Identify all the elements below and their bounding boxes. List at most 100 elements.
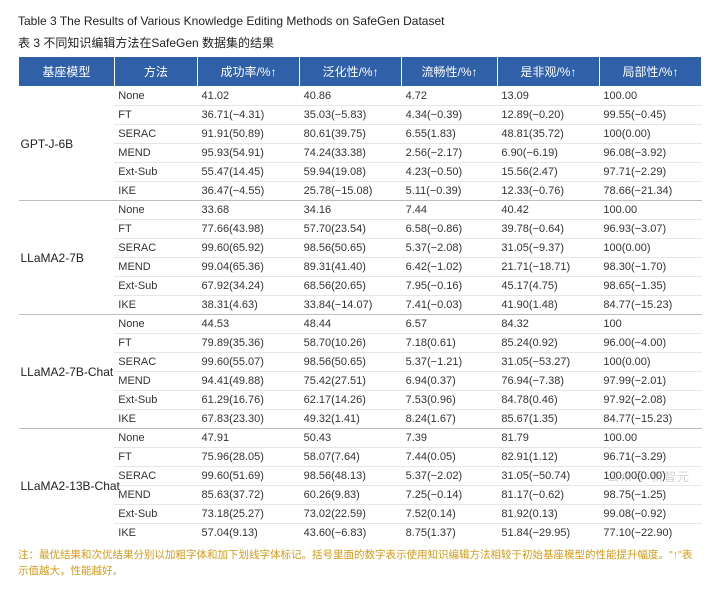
- method-cell: SERAC: [114, 467, 197, 486]
- value-cell: 81.79: [497, 429, 599, 448]
- value-cell: 39.78(−0.64): [497, 220, 599, 239]
- value-cell: 81.17(−0.62): [497, 486, 599, 505]
- value-cell: 6.55(1.83): [402, 125, 498, 144]
- value-cell: 75.96(28.05): [198, 448, 300, 467]
- value-cell: 7.44(0.05): [402, 448, 498, 467]
- table-body: GPT-J-6BNone41.0240.864.7213.09100.00FT3…: [19, 87, 702, 543]
- value-cell: 36.71(−4.31): [198, 106, 300, 125]
- value-cell: 80.61(39.75): [300, 125, 402, 144]
- value-cell: 77.10(−22.90): [599, 524, 701, 543]
- method-cell: None: [114, 315, 197, 334]
- value-cell: 21.71(−18.71): [497, 258, 599, 277]
- value-cell: 82.91(1.12): [497, 448, 599, 467]
- value-cell: 74.24(33.38): [300, 144, 402, 163]
- value-cell: 6.94(0.37): [402, 372, 498, 391]
- value-cell: 40.86: [300, 87, 402, 106]
- method-cell: Ext-Sub: [114, 505, 197, 524]
- value-cell: 94.41(49.88): [198, 372, 300, 391]
- value-cell: 35.03(−5.83): [300, 106, 402, 125]
- col-header: 流畅性/%↑: [402, 57, 498, 87]
- method-cell: SERAC: [114, 353, 197, 372]
- value-cell: 100(0.00): [599, 353, 701, 372]
- method-cell: FT: [114, 334, 197, 353]
- value-cell: 33.68: [198, 201, 300, 220]
- value-cell: 8.24(1.67): [402, 410, 498, 429]
- col-header: 局部性/%↑: [599, 57, 701, 87]
- value-cell: 91.91(50.89): [198, 125, 300, 144]
- value-cell: 98.30(−1.70): [599, 258, 701, 277]
- value-cell: 57.70(23.54): [300, 220, 402, 239]
- value-cell: 96.08(−3.92): [599, 144, 701, 163]
- value-cell: 45.17(4.75): [497, 277, 599, 296]
- value-cell: 84.77(−15.23): [599, 410, 701, 429]
- table-row: FT36.71(−4.31)35.03(−5.83)4.34(−0.39)12.…: [19, 106, 702, 125]
- value-cell: 8.75(1.37): [402, 524, 498, 543]
- method-cell: FT: [114, 106, 197, 125]
- value-cell: 97.99(−2.01): [599, 372, 701, 391]
- table-row: LLaMA2-13B-ChatNone47.9150.437.3981.7910…: [19, 429, 702, 448]
- value-cell: 73.18(25.27): [198, 505, 300, 524]
- value-cell: 36.47(−4.55): [198, 182, 300, 201]
- table-row: SERAC99.60(65.92)98.56(50.65)5.37(−2.08)…: [19, 239, 702, 258]
- value-cell: 7.95(−0.16): [402, 277, 498, 296]
- value-cell: 7.44: [402, 201, 498, 220]
- value-cell: 25.78(−15.08): [300, 182, 402, 201]
- value-cell: 60.26(9.83): [300, 486, 402, 505]
- table-row: Ext-Sub55.47(14.45)59.94(19.08)4.23(−0.5…: [19, 163, 702, 182]
- value-cell: 73.02(22.59): [300, 505, 402, 524]
- value-cell: 67.92(34.24): [198, 277, 300, 296]
- table-row: SERAC91.91(50.89)80.61(39.75)6.55(1.83)4…: [19, 125, 702, 144]
- value-cell: 57.04(9.13): [198, 524, 300, 543]
- value-cell: 5.11(−0.39): [402, 182, 498, 201]
- table-row: LLaMA2-7B-ChatNone44.5348.446.5784.32100: [19, 315, 702, 334]
- method-cell: MEND: [114, 258, 197, 277]
- method-cell: None: [114, 87, 197, 106]
- value-cell: 49.32(1.41): [300, 410, 402, 429]
- value-cell: 47.91: [198, 429, 300, 448]
- value-cell: 43.60(−6.83): [300, 524, 402, 543]
- value-cell: 95.93(54.91): [198, 144, 300, 163]
- value-cell: 38.31(4.63): [198, 296, 300, 315]
- value-cell: 96.71(−3.29): [599, 448, 701, 467]
- col-header: 是非观/%↑: [497, 57, 599, 87]
- value-cell: 58.70(10.26): [300, 334, 402, 353]
- table-row: Ext-Sub73.18(25.27)73.02(22.59)7.52(0.14…: [19, 505, 702, 524]
- model-cell: LLaMA2-13B-Chat: [19, 429, 115, 543]
- value-cell: 58.07(7.64): [300, 448, 402, 467]
- value-cell: 98.56(48.13): [300, 467, 402, 486]
- value-cell: 100(0.00): [599, 239, 701, 258]
- method-cell: SERAC: [114, 125, 197, 144]
- value-cell: 4.23(−0.50): [402, 163, 498, 182]
- value-cell: 100: [599, 315, 701, 334]
- col-header: 成功率/%↑: [198, 57, 300, 87]
- value-cell: 13.09: [497, 87, 599, 106]
- value-cell: 12.89(−0.20): [497, 106, 599, 125]
- method-cell: MEND: [114, 144, 197, 163]
- value-cell: 7.25(−0.14): [402, 486, 498, 505]
- table-row: IKE67.83(23.30)49.32(1.41)8.24(1.67)85.6…: [19, 410, 702, 429]
- table-footnote: 注：最优结果和次优结果分别以加粗字体和加下划线字体标记。括号里面的数字表示使用知…: [18, 548, 702, 580]
- value-cell: 55.47(14.45): [198, 163, 300, 182]
- value-cell: 6.58(−0.86): [402, 220, 498, 239]
- method-cell: None: [114, 429, 197, 448]
- value-cell: 7.41(−0.03): [402, 296, 498, 315]
- value-cell: 75.42(27.51): [300, 372, 402, 391]
- value-cell: 2.56(−2.17): [402, 144, 498, 163]
- value-cell: 85.63(37.72): [198, 486, 300, 505]
- value-cell: 68.56(20.65): [300, 277, 402, 296]
- method-cell: MEND: [114, 486, 197, 505]
- value-cell: 98.65(−1.35): [599, 277, 701, 296]
- value-cell: 50.43: [300, 429, 402, 448]
- value-cell: 76.94(−7.38): [497, 372, 599, 391]
- value-cell: 78.66(−21.34): [599, 182, 701, 201]
- value-cell: 99.60(65.92): [198, 239, 300, 258]
- table-row: SERAC99.60(55.07)98.56(50.65)5.37(−1.21)…: [19, 353, 702, 372]
- col-header: 基座模型: [19, 57, 115, 87]
- value-cell: 59.94(19.08): [300, 163, 402, 182]
- value-cell: 4.34(−0.39): [402, 106, 498, 125]
- value-cell: 6.90(−6.19): [497, 144, 599, 163]
- value-cell: 12.33(−0.76): [497, 182, 599, 201]
- results-table: 基座模型方法成功率/%↑泛化性/%↑流畅性/%↑是非观/%↑局部性/%↑ GPT…: [18, 56, 702, 542]
- value-cell: 48.81(35.72): [497, 125, 599, 144]
- value-cell: 31.05(−9.37): [497, 239, 599, 258]
